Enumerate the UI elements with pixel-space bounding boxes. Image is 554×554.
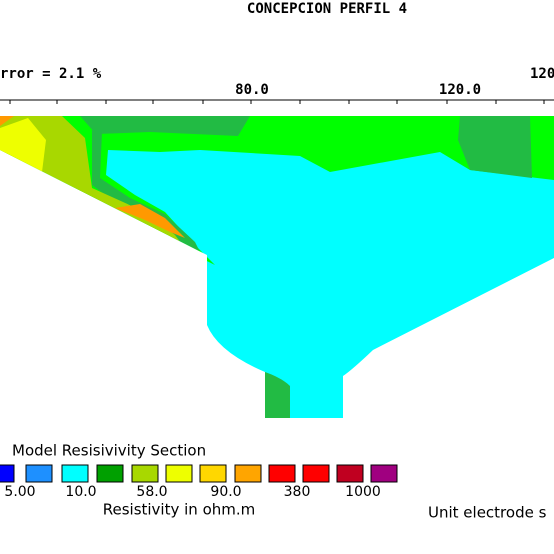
- legend-swatch: [165, 464, 193, 483]
- section-title: Model Resisivivity Section: [12, 442, 206, 460]
- contour-dark-green: [265, 372, 290, 418]
- legend-swatch: [199, 464, 227, 483]
- legend-swatch: [302, 464, 330, 483]
- legend-swatch: [268, 464, 296, 483]
- tick-label: 120.0: [439, 82, 481, 98]
- legend-swatch: [336, 464, 364, 483]
- x-axis: 80.0 120.0 120: [0, 66, 554, 104]
- contour-dark-green: [92, 130, 205, 262]
- legend: [0, 464, 398, 483]
- contour-dark-green: [458, 116, 532, 178]
- legend-swatch: [25, 464, 53, 483]
- legend-label: 1000: [345, 484, 381, 500]
- contour-yellow: [0, 118, 46, 172]
- legend-swatch: [96, 464, 124, 483]
- legend-label: 58.0: [136, 484, 167, 500]
- contour-orange: [0, 116, 14, 126]
- legend-swatch: [131, 464, 159, 483]
- legend-label: 10.0: [65, 484, 96, 500]
- legend-swatch: [61, 464, 89, 483]
- contour-dark-green: [80, 116, 250, 136]
- legend-swatch: [0, 464, 15, 483]
- legend-label: 90.0: [210, 484, 241, 500]
- footer-text: Unit electrode s: [428, 504, 547, 522]
- legend-caption: Resistivity in ohm.m: [103, 501, 256, 519]
- contour-green: [0, 116, 554, 265]
- legend-swatch: [370, 464, 398, 483]
- error-text: rror = 2.1 %: [0, 66, 102, 82]
- contour-yellow-green: [0, 116, 190, 255]
- tick-label: 80.0: [235, 82, 269, 98]
- legend-swatch: [234, 464, 262, 483]
- model-section: [0, 116, 554, 418]
- legend-label: 380: [284, 484, 311, 500]
- contour-orange: [115, 204, 185, 238]
- title: CONCEPCION PERFIL 4: [247, 1, 407, 17]
- legend-label: 5.00: [4, 484, 35, 500]
- tick-label: 120: [530, 66, 554, 82]
